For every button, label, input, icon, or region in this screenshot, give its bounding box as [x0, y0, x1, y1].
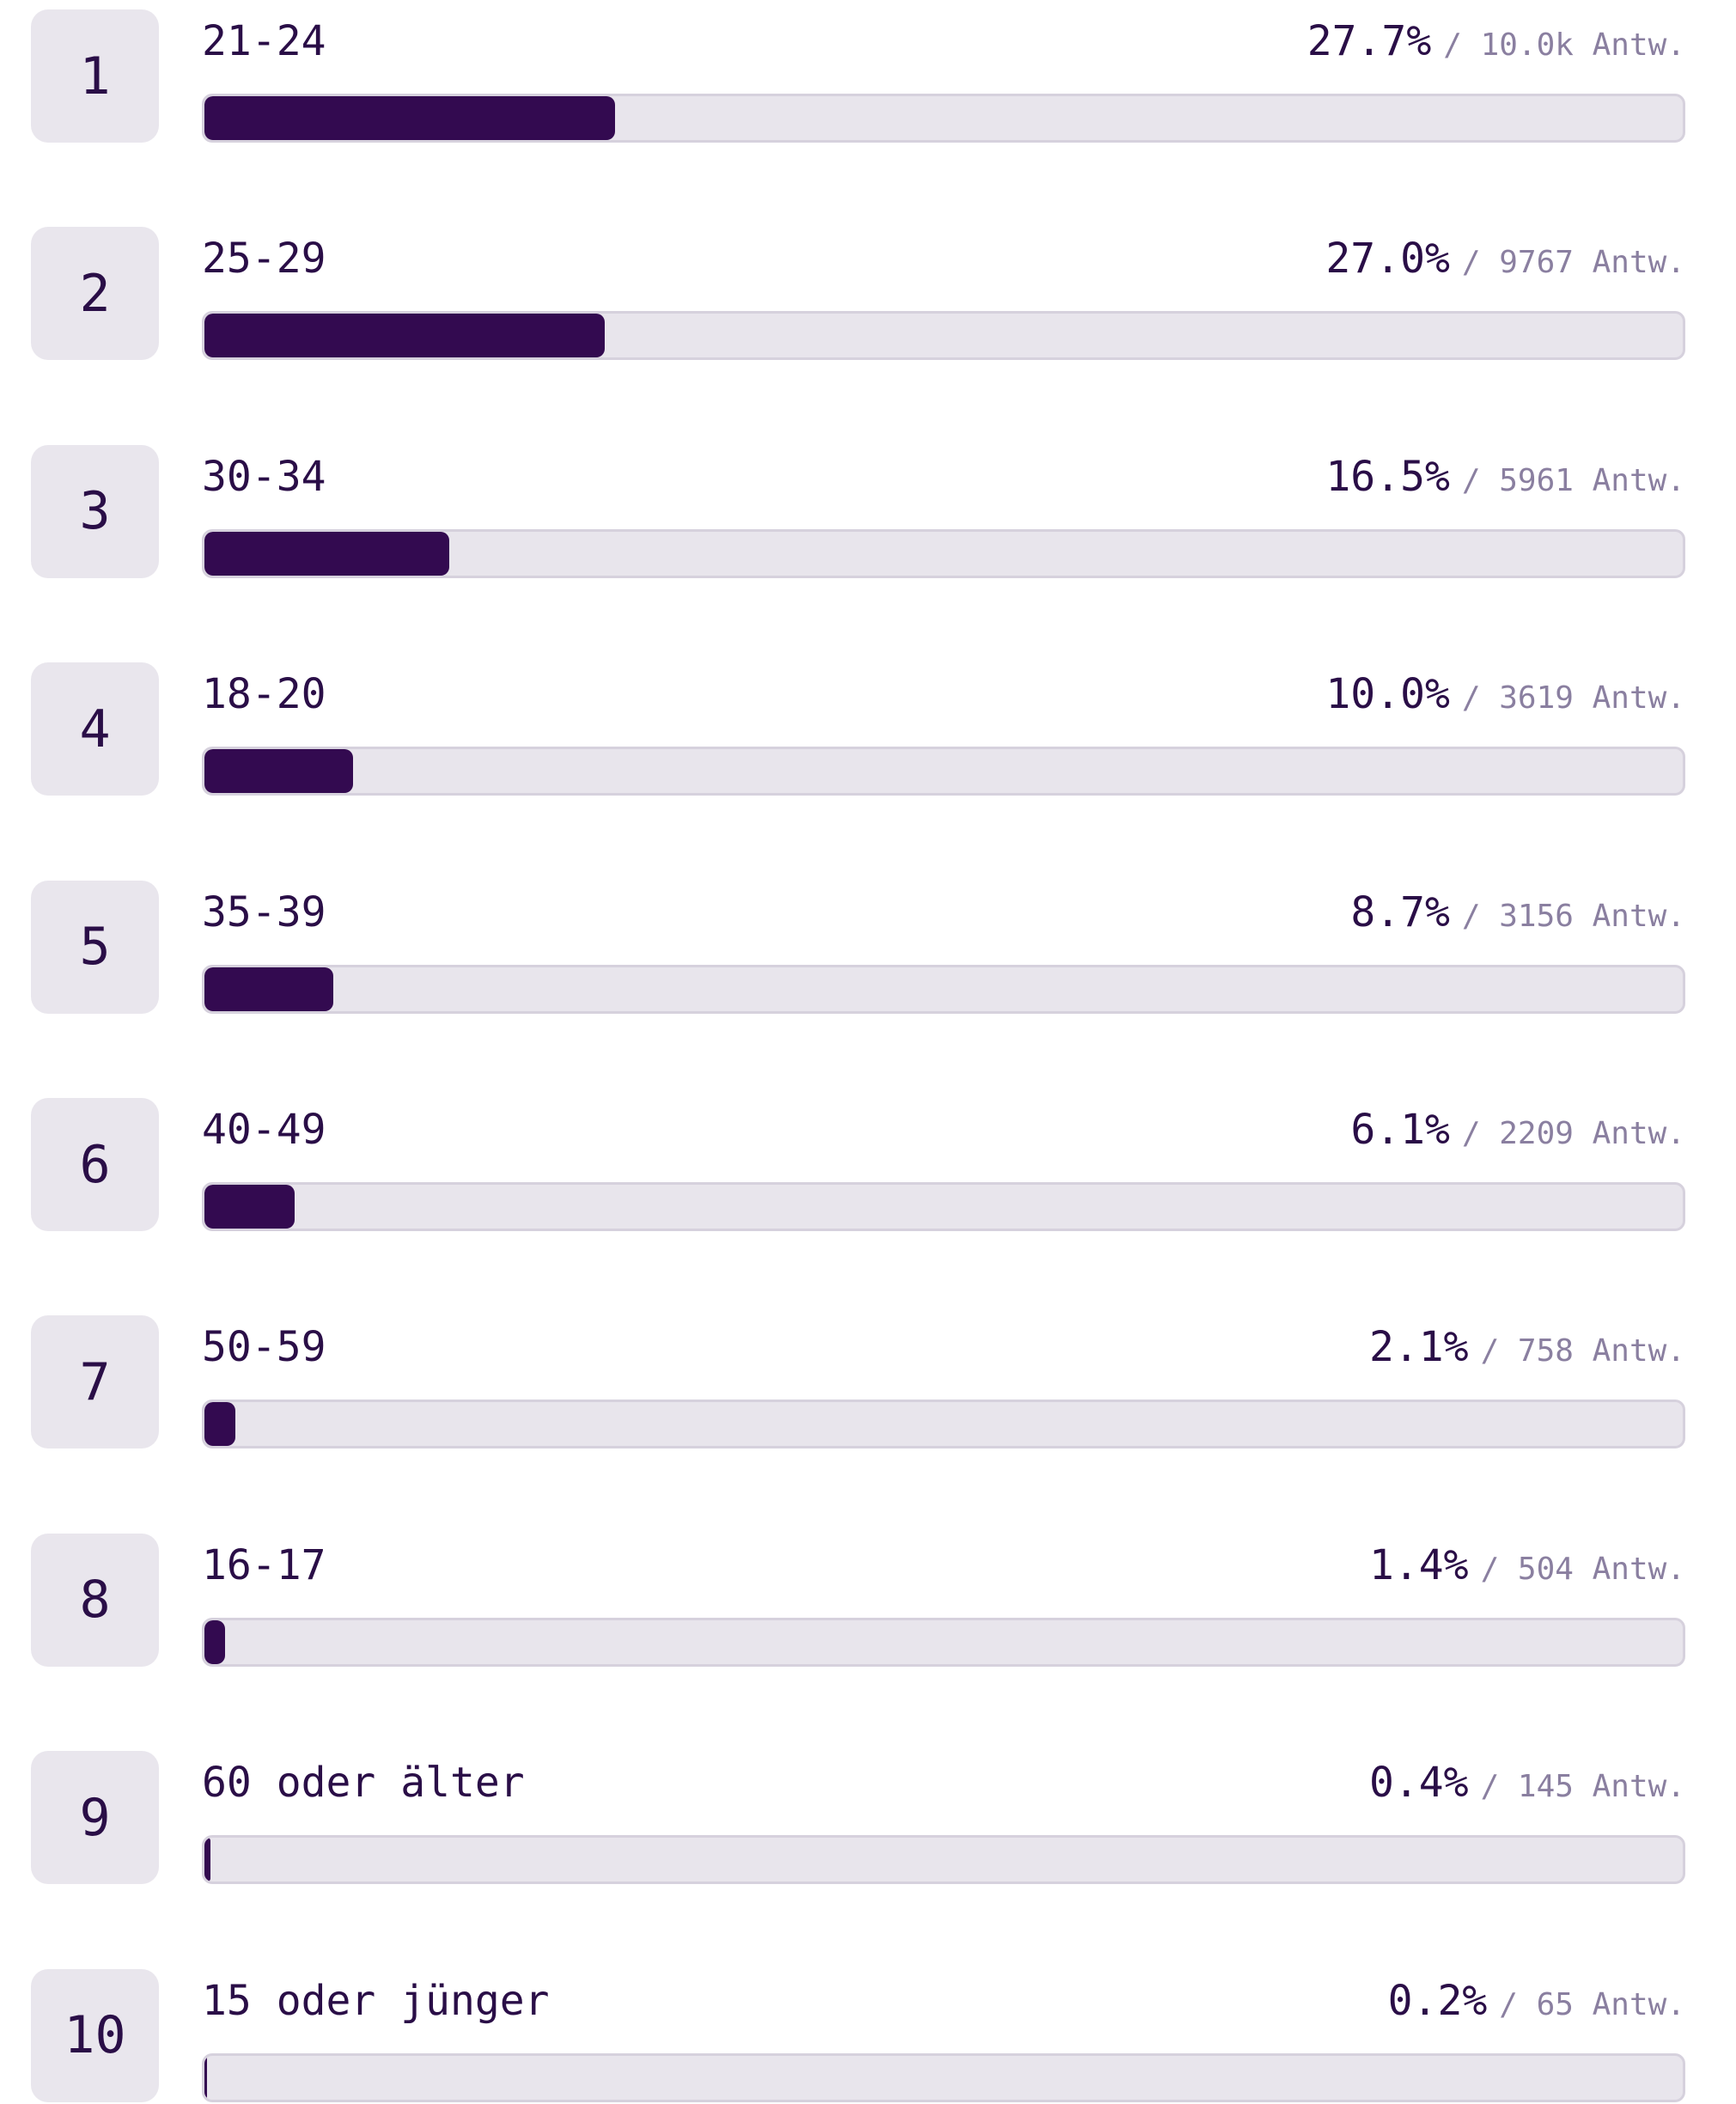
value-group: 27.7% / 10.0k Antw.	[1307, 15, 1685, 71]
value-label: 10.0%	[1325, 670, 1450, 719]
value-label: 6.1%	[1350, 1106, 1450, 1154]
value-group: 16.5% / 5961 Antw.	[1325, 451, 1685, 507]
bar-track	[202, 747, 1685, 796]
response-count: / 145 Antw.	[1480, 1769, 1685, 1805]
rank-badge: 10	[31, 1968, 159, 2102]
bar	[204, 531, 449, 576]
bar-track	[202, 94, 1685, 143]
category-label: 30-34	[202, 452, 326, 501]
bar	[204, 1838, 210, 1882]
response-count: / 3619 Antw.	[1461, 680, 1685, 717]
category-label: 16-17	[202, 1540, 326, 1589]
bar-track	[202, 1835, 1685, 1885]
bar	[204, 314, 606, 358]
value-label: 0.2%	[1387, 1976, 1488, 2025]
response-count: / 758 Antw.	[1480, 1333, 1685, 1369]
category-label: 40-49	[202, 1106, 326, 1154]
bar	[204, 1619, 226, 1664]
rank-badge: 3	[31, 444, 159, 578]
rank-badge: 5	[31, 880, 159, 1014]
value-label: 27.7%	[1307, 17, 1432, 65]
bar	[204, 967, 334, 1011]
response-count: / 10.0k Antw.	[1443, 27, 1685, 63]
bar-track	[202, 1400, 1685, 1449]
value-group: 6.1% / 2209 Antw.	[1350, 1104, 1685, 1160]
value-label: 0.4%	[1368, 1759, 1469, 1808]
value-label: 16.5%	[1325, 452, 1450, 501]
bar	[204, 96, 616, 140]
value-group: 0.2% / 65 Antw.	[1388, 1975, 1685, 2031]
value-group: 0.4% / 145 Antw.	[1369, 1757, 1685, 1813]
rank-badge: 9	[31, 1751, 159, 1885]
bar-track	[202, 2052, 1685, 2102]
value-label: 2.1%	[1368, 1323, 1469, 1372]
value-group: 2.1% / 758 Antw.	[1369, 1321, 1685, 1377]
rank-badge: 1	[31, 9, 159, 143]
rank-badge: 4	[31, 662, 159, 796]
category-label: 21-24	[202, 17, 326, 65]
category-label: 35-39	[202, 887, 326, 936]
value-label: 27.0%	[1325, 235, 1450, 284]
value-group: 8.7% / 3156 Antw.	[1350, 887, 1685, 942]
value-label: 8.7%	[1350, 887, 1450, 936]
rank-badge: 6	[31, 1098, 159, 1231]
bar-track	[202, 1182, 1685, 1231]
value-label: 1.4%	[1368, 1540, 1469, 1589]
value-group: 27.0% / 9767 Antw.	[1325, 233, 1685, 289]
category-label: 50-59	[202, 1323, 326, 1372]
rank-badge: 2	[31, 227, 159, 361]
category-label: 18-20	[202, 670, 326, 719]
value-group: 1.4% / 504 Antw.	[1369, 1540, 1685, 1595]
response-count: / 9767 Antw.	[1461, 245, 1685, 281]
category-label: 15 oder jünger	[202, 1976, 550, 2025]
bar-track	[202, 1617, 1685, 1667]
bar	[204, 2055, 208, 2100]
response-count: / 3156 Antw.	[1461, 898, 1685, 934]
category-label: 60 oder älter	[202, 1759, 525, 1808]
response-count: / 5961 Antw.	[1461, 462, 1685, 498]
category-label: 25-29	[202, 235, 326, 284]
bar-track	[202, 311, 1685, 361]
rank-badge: 8	[31, 1533, 159, 1667]
bar	[204, 1185, 295, 1229]
rank-badge: 7	[31, 1315, 159, 1449]
response-count: / 504 Antw.	[1480, 1551, 1685, 1587]
response-count: / 65 Antw.	[1499, 1986, 1685, 2022]
bar	[204, 749, 353, 794]
value-group: 10.0% / 3619 Antw.	[1325, 668, 1685, 724]
bar	[204, 1402, 236, 1447]
response-count: / 2209 Antw.	[1461, 1116, 1685, 1151]
bar-track	[202, 528, 1685, 578]
bar-track	[202, 964, 1685, 1014]
